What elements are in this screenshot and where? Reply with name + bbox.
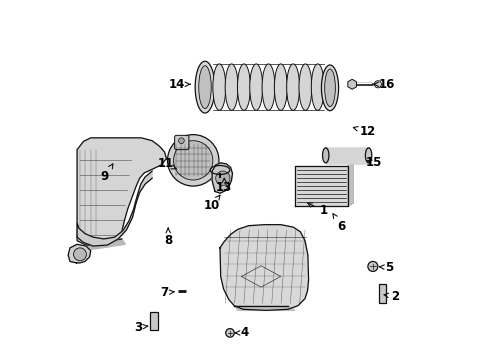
Ellipse shape — [262, 64, 275, 111]
Polygon shape — [68, 244, 91, 263]
Text: 9: 9 — [101, 164, 113, 183]
Text: 10: 10 — [204, 195, 221, 212]
FancyBboxPatch shape — [150, 312, 158, 330]
Ellipse shape — [213, 64, 226, 111]
Ellipse shape — [225, 64, 238, 111]
Circle shape — [178, 138, 184, 144]
Text: 2: 2 — [384, 289, 399, 303]
Polygon shape — [234, 306, 295, 310]
Text: 12: 12 — [353, 125, 376, 138]
Ellipse shape — [321, 65, 339, 111]
Ellipse shape — [250, 64, 263, 111]
Circle shape — [368, 261, 378, 271]
Ellipse shape — [325, 69, 335, 107]
Ellipse shape — [287, 64, 299, 111]
Circle shape — [173, 141, 213, 180]
Text: 1: 1 — [308, 203, 328, 217]
Polygon shape — [212, 163, 232, 193]
FancyBboxPatch shape — [379, 284, 387, 303]
Ellipse shape — [311, 64, 324, 111]
Polygon shape — [77, 171, 152, 246]
Text: 3: 3 — [134, 321, 147, 334]
Circle shape — [74, 248, 86, 261]
FancyBboxPatch shape — [174, 135, 189, 150]
Text: 14: 14 — [168, 78, 190, 91]
Polygon shape — [295, 166, 348, 206]
Ellipse shape — [322, 148, 329, 163]
Ellipse shape — [238, 64, 250, 111]
Circle shape — [216, 171, 230, 185]
Ellipse shape — [274, 64, 287, 111]
Circle shape — [374, 81, 381, 88]
Text: 8: 8 — [164, 228, 172, 247]
Text: 15: 15 — [366, 156, 382, 169]
Text: 6: 6 — [333, 214, 345, 233]
Text: 4: 4 — [235, 327, 249, 339]
Text: 5: 5 — [380, 261, 394, 274]
Polygon shape — [220, 225, 309, 310]
Polygon shape — [77, 138, 167, 245]
Polygon shape — [326, 148, 368, 163]
Ellipse shape — [195, 61, 215, 113]
Text: 11: 11 — [158, 157, 177, 170]
Circle shape — [226, 329, 234, 337]
Text: 13: 13 — [216, 178, 232, 194]
Ellipse shape — [199, 66, 211, 109]
Text: 7: 7 — [161, 286, 174, 299]
Circle shape — [168, 135, 219, 186]
Polygon shape — [86, 239, 125, 249]
Ellipse shape — [366, 148, 372, 163]
Ellipse shape — [299, 64, 312, 111]
Text: 16: 16 — [373, 78, 395, 91]
Polygon shape — [348, 163, 353, 206]
